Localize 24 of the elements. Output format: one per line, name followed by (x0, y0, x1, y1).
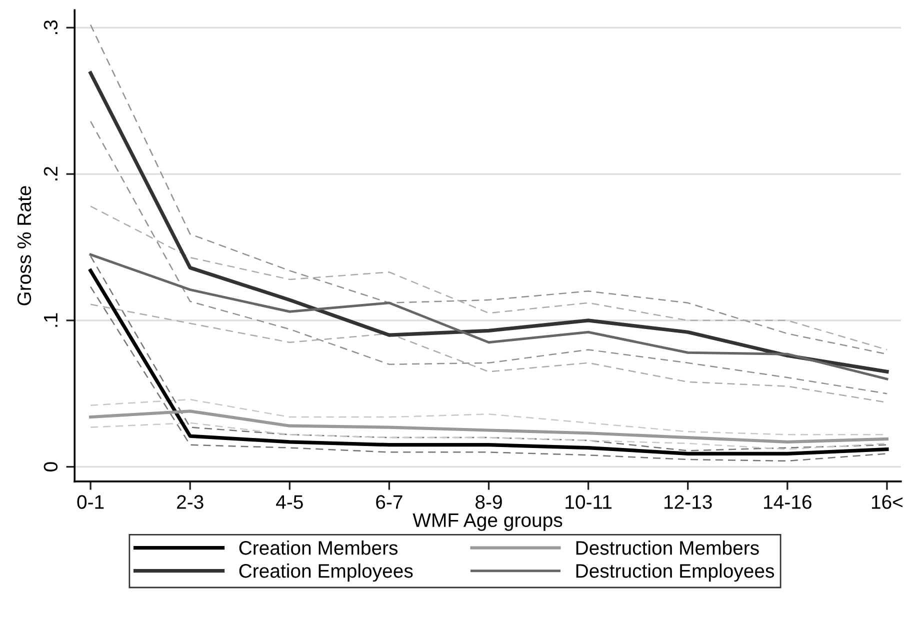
y-tick-label: .1 (44, 313, 58, 327)
y-tick-label: .2 (44, 166, 58, 180)
x-tick-label: 0-1 (77, 495, 104, 509)
x-tick-label: 16< (872, 495, 903, 509)
legend-label: Creation Employees (239, 564, 413, 582)
y-tick-label: .3 (44, 20, 58, 34)
x-tick-label: 8-9 (476, 495, 502, 509)
x-tick-label: 14-16 (764, 495, 812, 509)
y-axis-title: Gross % Rate (17, 186, 32, 306)
line-series (89, 253, 888, 380)
x-tick-label: 12-13 (664, 495, 712, 509)
x-axis-title: WMF Age groups (412, 513, 562, 531)
legend-label: Destruction Employees (576, 564, 774, 582)
y-tick-label: 0 (44, 462, 58, 472)
legend-label: Creation Members (239, 540, 398, 555)
line-series (89, 410, 888, 444)
x-tick-label: 6-7 (376, 495, 402, 509)
line-series (88, 71, 889, 374)
line-series (90, 206, 888, 350)
legend-label: Destruction Members (576, 540, 759, 555)
x-tick-label: 2-3 (177, 495, 204, 509)
x-tick-label: 10-11 (566, 495, 612, 509)
line-series (90, 120, 888, 394)
x-tick-label: 4-5 (276, 495, 303, 509)
